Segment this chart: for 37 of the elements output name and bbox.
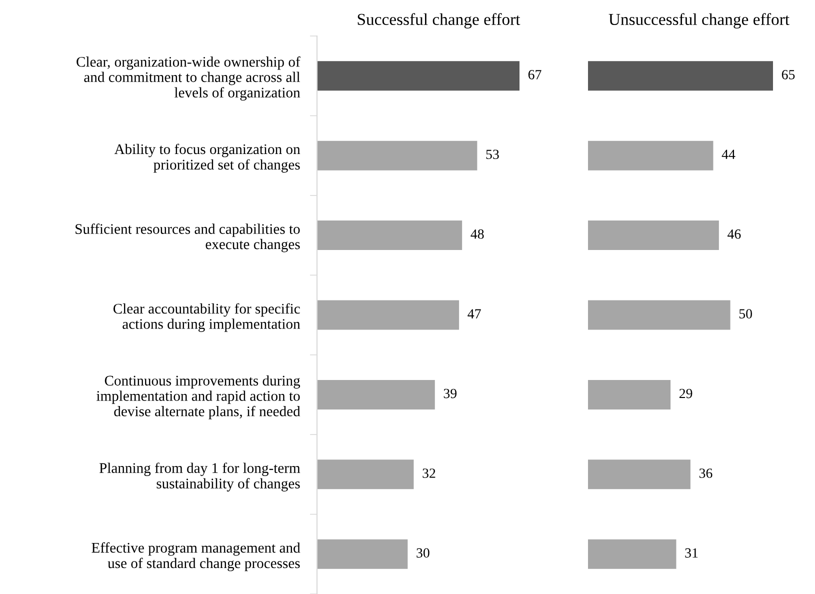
bar bbox=[317, 300, 460, 330]
data-label: 30 bbox=[416, 548, 430, 558]
bar bbox=[317, 61, 520, 91]
data-label: 47 bbox=[468, 309, 481, 318]
data-label: 44 bbox=[722, 150, 736, 159]
data-label: 39 bbox=[444, 388, 457, 398]
bar bbox=[588, 300, 730, 330]
chart-title: Unsuccessful change effort bbox=[608, 13, 790, 28]
data-label: 32 bbox=[422, 468, 436, 478]
bar bbox=[588, 61, 773, 91]
data-label: 46 bbox=[728, 229, 741, 239]
y-tick-label: Ability to focus organization on prioritized set of changes bbox=[114, 144, 300, 173]
bar bbox=[317, 220, 462, 250]
bar bbox=[317, 539, 408, 569]
data-label: 65 bbox=[782, 70, 795, 80]
y-tick-label: Clear, organization-wide ownership of and commitment to change across all levels of organization bbox=[76, 56, 300, 101]
y-tick-label: Clear accountability for specific actions during implementation bbox=[113, 303, 300, 332]
chart-title: Successful change effort bbox=[358, 13, 520, 28]
bar bbox=[317, 460, 414, 490]
bar bbox=[588, 539, 676, 569]
bar bbox=[588, 460, 690, 490]
bar bbox=[317, 140, 478, 170]
data-label: 67 bbox=[528, 70, 542, 80]
bar bbox=[588, 220, 719, 250]
data-label: 31 bbox=[685, 548, 698, 558]
data-label: 29 bbox=[679, 388, 692, 398]
y-tick-label: Planning from day 1 for long-term sustainability of changes bbox=[99, 462, 300, 492]
data-label: 36 bbox=[699, 468, 712, 478]
y-tick-label: Continuous improvements during implementation and rapid action to devise alternate plans, if needed bbox=[96, 375, 300, 420]
bar bbox=[317, 380, 435, 410]
y-tick-label: Effective program management and use of standard change processes bbox=[92, 542, 300, 572]
bar bbox=[588, 140, 714, 170]
y-tick-label: Sufficient resources and capabilities to execute changes bbox=[76, 224, 300, 252]
data-label: 53 bbox=[486, 150, 499, 160]
bar bbox=[588, 380, 671, 410]
data-label: 48 bbox=[470, 229, 484, 239]
data-label: 50 bbox=[739, 309, 752, 318]
